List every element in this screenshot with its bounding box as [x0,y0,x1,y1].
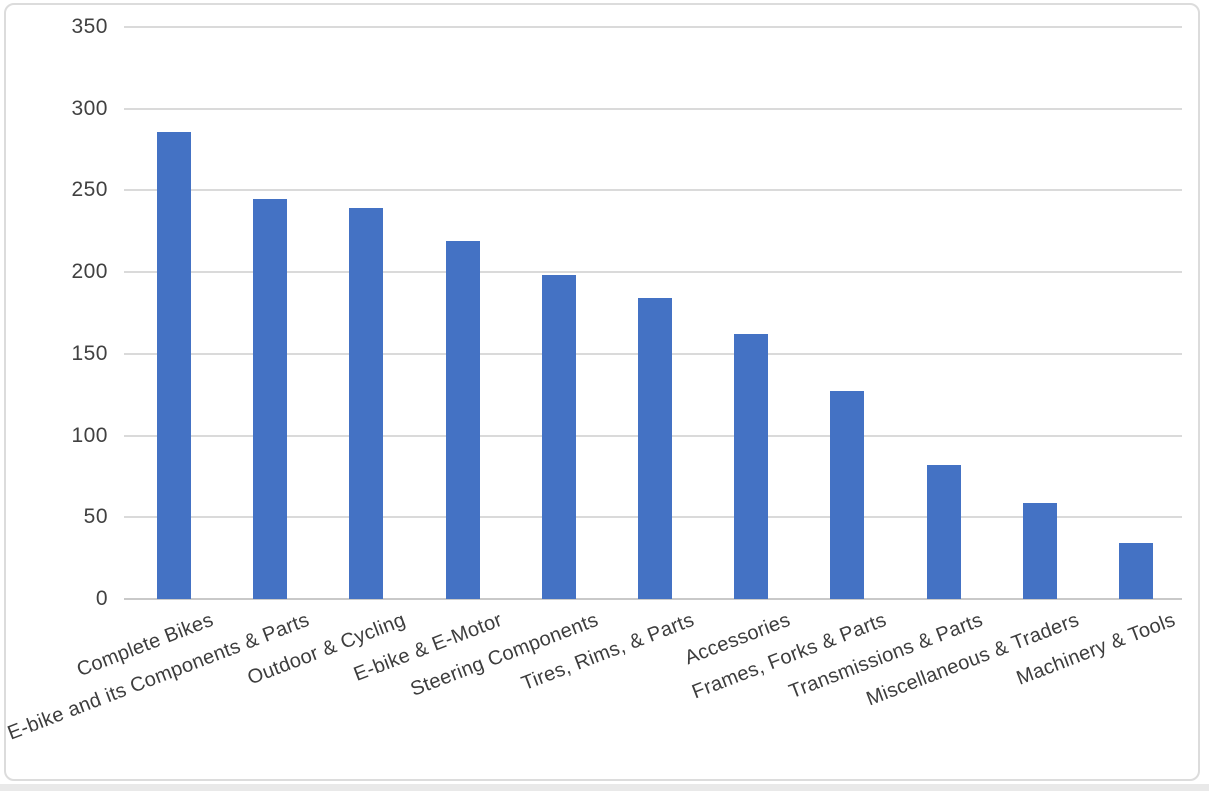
bar [830,391,865,599]
bar [253,198,288,599]
y-axis-tick-label: 200 [71,260,108,284]
gridline [124,271,1182,274]
bar [926,464,961,599]
y-axis-tick-label: 350 [71,15,108,38]
y-axis-tick-label: 50 [83,505,108,529]
y-axis-tick-label: 250 [71,178,108,202]
y-axis-tick-label: 100 [71,423,108,447]
bar [638,298,672,599]
y-axis-tick-label: 300 [71,96,108,120]
gridline [124,26,1182,28]
chart-frame: 0 50 100 150 200 250 300 350 Complete Bikes E-bik… [4,3,1200,781]
x-axis-baseline [124,598,1182,600]
bar [1118,543,1153,599]
bar [157,131,192,599]
bar [1022,502,1057,599]
bar [445,241,480,599]
y-axis-tick-label: 0 [95,587,108,610]
bar [349,208,384,599]
gridline [124,107,1182,110]
x-axis-category-label: Machinery & Tools [1013,608,1179,690]
gridline [124,189,1182,192]
y-axis-tick-label: 150 [71,341,108,365]
window-bottom-edge [0,784,1209,791]
bar [541,275,576,599]
bar [734,334,769,599]
